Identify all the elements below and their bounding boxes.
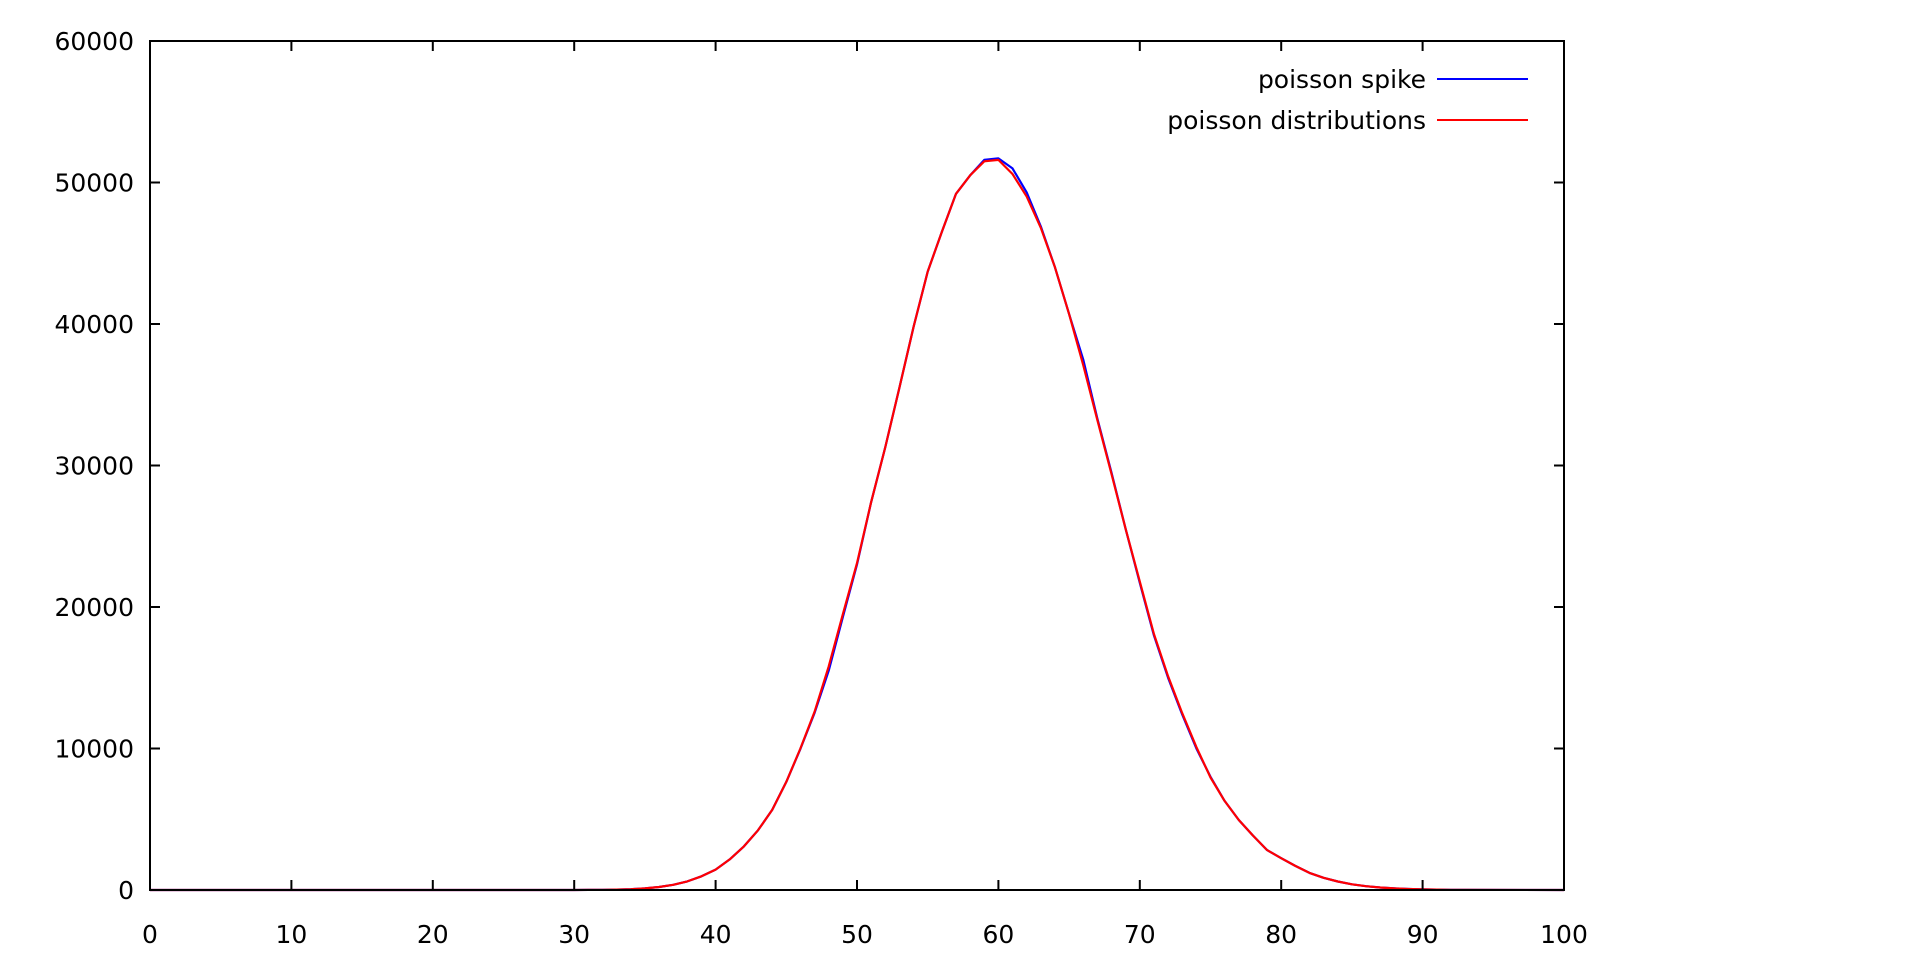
y-tick-label: 10000 <box>54 735 134 764</box>
y-tick-label: 30000 <box>54 452 134 481</box>
x-tick-label: 20 <box>417 920 449 949</box>
series-layer <box>150 157 1565 892</box>
x-tick-label: 70 <box>1124 920 1156 949</box>
y-tick-label: 50000 <box>54 169 134 198</box>
legend-label-poisson-spike: poisson spike <box>1258 65 1426 94</box>
legend: poisson spike poisson distributions <box>1167 65 1528 135</box>
x-tick-label: 40 <box>700 920 732 949</box>
legend-label-poisson-distributions: poisson distributions <box>1167 106 1426 135</box>
x-tick-label: 80 <box>1265 920 1297 949</box>
y-tick-label: 40000 <box>54 310 134 339</box>
plot-frame <box>149 40 1565 891</box>
x-tick-label: 50 <box>841 920 873 949</box>
series-line-poisson-distributions <box>150 158 1565 892</box>
x-tick-label: 30 <box>558 920 590 949</box>
y-tick-label: 0 <box>118 876 134 905</box>
y-tick-label: 20000 <box>54 593 134 622</box>
ticks-layer: 0 10 20 30 40 50 60 70 80 90 100 0 10000 20000 30000 40… <box>54 27 1587 949</box>
x-tick-label: 90 <box>1407 920 1439 949</box>
x-tick-label: 10 <box>275 920 307 949</box>
x-tick-label: 60 <box>982 920 1014 949</box>
x-tick-label: 0 <box>142 920 158 949</box>
x-tick-label: 100 <box>1540 920 1588 949</box>
y-tick-label: 60000 <box>54 27 134 56</box>
series-line-poisson-spike <box>150 157 1565 892</box>
